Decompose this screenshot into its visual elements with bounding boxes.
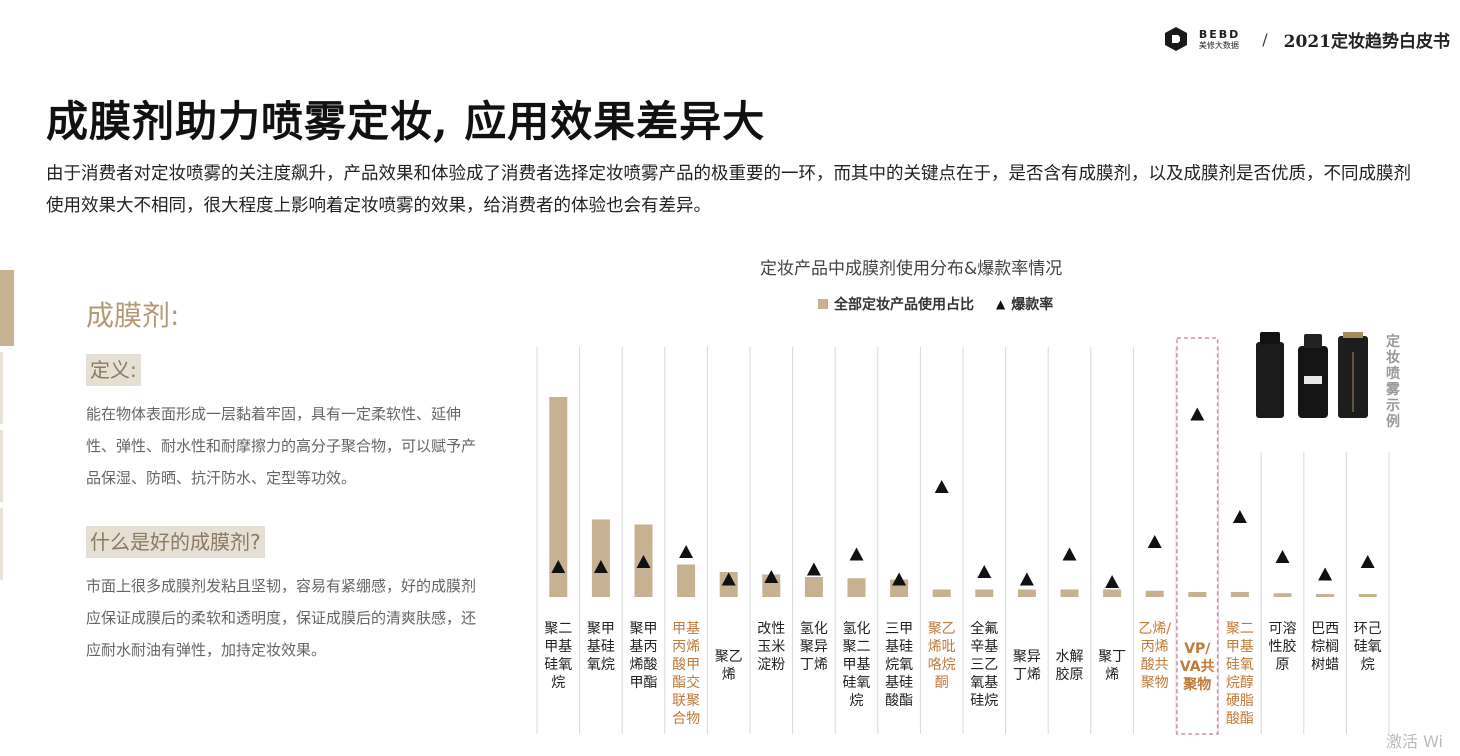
good-film-former-tag: 什么是好的成膜剂?	[86, 526, 265, 558]
usage-bar	[1230, 592, 1249, 597]
hit-rate-marker	[1360, 555, 1375, 568]
hit-rate-marker	[892, 572, 907, 586]
category-label: 甲基丙烯酸甲酯交联聚合物	[672, 621, 701, 727]
category-label: 氢化聚二甲基硅氧烷	[842, 621, 871, 709]
category-label: VP/VA共聚物	[1179, 641, 1215, 693]
hit-rate-marker	[806, 562, 821, 576]
left-rule	[0, 352, 3, 424]
hit-rate-marker	[593, 560, 608, 573]
category-label: 乙烯/丙烯酸共聚物	[1138, 621, 1172, 691]
hit-rate-marker	[1232, 510, 1247, 523]
usage-bar	[1188, 592, 1207, 597]
logo-en: BEBD	[1198, 27, 1241, 41]
usage-bar	[932, 589, 951, 597]
category-label: 聚二甲基硅氧烷	[544, 621, 573, 691]
category-label: 巴西棕榈树蜡	[1311, 621, 1340, 673]
hit-rate-marker	[721, 572, 736, 586]
intro-paragraph: 由于消费者对定妆喷雾的关注度飙升，产品效果和体验成了消费者选择定妆喷雾产品的极重…	[46, 164, 1411, 216]
definition-tag: 定义:	[86, 354, 141, 386]
left-rule	[0, 430, 3, 502]
category-label: 聚异丁烯	[1012, 649, 1041, 683]
activation-watermark: 激活 Wi	[1386, 732, 1444, 751]
category-label: 聚乙烯	[714, 649, 743, 683]
logo-cn: 美修大数据	[1198, 40, 1239, 50]
usage-bar	[1316, 594, 1335, 597]
report-title: 2021定妆趋势白皮书	[1283, 31, 1450, 52]
chart-title: 定妆产品中成膜剂使用分布&爆款率情况	[760, 259, 1063, 279]
usage-bar	[1273, 593, 1292, 597]
hit-rate-marker	[1019, 572, 1034, 586]
hit-rate-marker	[977, 565, 992, 578]
definition-text: 能在物体表面形成一层黏着牢固，具有一定柔软性、延伸性、弹性、耐水性和耐摩擦力的高…	[86, 405, 477, 487]
category-label: 水解胶原	[1055, 649, 1084, 683]
good-film-former-text: 市面上很多成膜剂发粘且坚韧，容易有紧绷感，好的成膜剂应保证成膜后的柔软和透明度，…	[86, 577, 477, 659]
hit-rate-marker	[551, 560, 566, 573]
header-brand: BEBD 美修大数据 / 2021定妆趋势白皮书	[1163, 26, 1450, 52]
category-label: 三甲基硅烷氧基硅酸酯	[885, 621, 914, 709]
focus-highlight-box	[1176, 337, 1219, 735]
hit-rate-marker	[679, 545, 694, 558]
category-label: 改性玉米淀粉	[757, 621, 786, 673]
hit-rate-marker	[934, 480, 949, 493]
hit-rate-marker	[1105, 575, 1120, 588]
usage-bar	[975, 589, 994, 597]
usage-bar	[549, 397, 568, 597]
hit-rate-marker	[1275, 550, 1290, 563]
legend-item-usage: 全部定妆产品使用占比	[818, 294, 974, 314]
hit-rate-marker	[849, 547, 864, 561]
hit-rate-marker	[636, 555, 651, 568]
usage-bar	[1060, 589, 1079, 597]
category-label: 聚丁烯	[1098, 649, 1127, 683]
category-label: 聚甲基硅氧烷	[586, 621, 615, 673]
legend-triangle-icon: ▲	[996, 297, 1006, 311]
category-label: 全氟辛基三乙氧基硅烷	[970, 621, 999, 709]
category-label: 聚乙烯吡咯烷酮	[927, 621, 956, 691]
page-title: 成膜剂助力喷雾定妆, 应用效果差异大	[46, 97, 766, 146]
hit-rate-marker	[1190, 407, 1205, 421]
category-label: 聚二甲基硅氧烷醇硬脂酸酯	[1225, 621, 1254, 727]
logo-text: BEBD 美修大数据	[1199, 29, 1240, 50]
category-label: 氢化聚异丁烯	[799, 621, 828, 673]
category-label: 聚甲基丙烯酸甲酯	[629, 621, 658, 691]
definition-heading: 成膜剂:	[86, 299, 180, 332]
usage-bar	[1017, 589, 1036, 597]
setting-spray-bottles-image	[1256, 332, 1368, 418]
chart-legend: 全部定妆产品使用占比 ▲ 爆款率	[818, 294, 1053, 314]
usage-bar	[1145, 590, 1164, 597]
left-accent-bar	[0, 270, 14, 346]
usage-bar	[591, 519, 610, 597]
category-label: 环己硅氧烷	[1353, 621, 1382, 673]
usage-bar	[1358, 594, 1377, 597]
legend-label-hit-rate: 爆款率	[1011, 297, 1054, 313]
legend-item-hit-rate: ▲ 爆款率	[996, 294, 1053, 314]
category-label: 可溶性胶原	[1268, 621, 1297, 673]
legend-square-icon	[818, 299, 828, 309]
spray-example-label: 定妆喷雾示例	[1386, 334, 1400, 430]
usage-bar	[804, 577, 823, 597]
usage-bar	[847, 578, 866, 597]
hit-rate-marker	[1147, 535, 1162, 548]
usage-bar	[677, 564, 696, 597]
hit-rate-marker	[1062, 547, 1077, 561]
legend-label-usage: 全部定妆产品使用占比	[834, 297, 974, 313]
hit-rate-marker	[764, 570, 779, 583]
brand-separator: /	[1262, 29, 1268, 49]
left-rule	[0, 508, 3, 580]
usage-bar	[1103, 589, 1122, 597]
bebd-logo-icon	[1164, 27, 1187, 51]
hit-rate-marker	[1318, 567, 1333, 581]
